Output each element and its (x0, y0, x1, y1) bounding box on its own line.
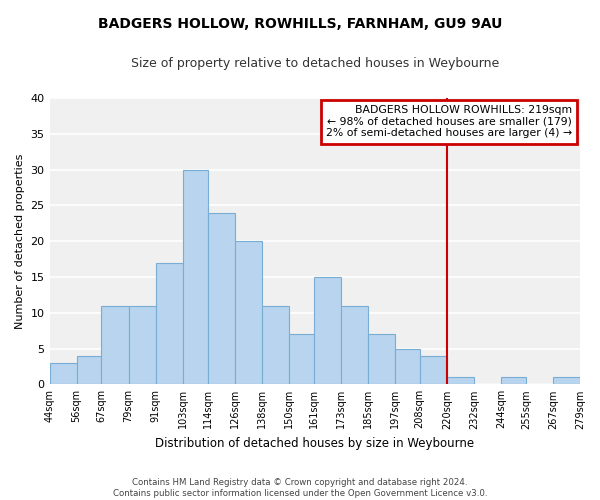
Bar (553, 377, 580, 384)
Bar (183, 170, 208, 384)
X-axis label: Distribution of detached houses by size in Weybourne: Distribution of detached houses by size … (155, 437, 475, 450)
Bar (341, 306, 368, 384)
Bar (155, 262, 183, 384)
Text: Contains HM Land Registry data © Crown copyright and database right 2024.
Contai: Contains HM Land Registry data © Crown c… (113, 478, 487, 498)
Bar (289, 334, 314, 384)
Title: Size of property relative to detached houses in Weybourne: Size of property relative to detached ho… (131, 58, 499, 70)
Bar (447, 377, 474, 384)
Bar (262, 306, 289, 384)
Bar (128, 306, 155, 384)
Bar (420, 356, 447, 384)
Bar (208, 212, 235, 384)
Bar (77, 356, 101, 384)
Bar (395, 348, 420, 384)
Bar (50, 363, 77, 384)
Bar (368, 334, 395, 384)
Bar (314, 277, 341, 384)
Text: BADGERS HOLLOW, ROWHILLS, FARNHAM, GU9 9AU: BADGERS HOLLOW, ROWHILLS, FARNHAM, GU9 9… (98, 18, 502, 32)
Bar (501, 377, 526, 384)
Bar (235, 241, 262, 384)
Bar (101, 306, 128, 384)
Text: BADGERS HOLLOW ROWHILLS: 219sqm
← 98% of detached houses are smaller (179)
2% of: BADGERS HOLLOW ROWHILLS: 219sqm ← 98% of… (326, 105, 572, 138)
Y-axis label: Number of detached properties: Number of detached properties (15, 154, 25, 329)
